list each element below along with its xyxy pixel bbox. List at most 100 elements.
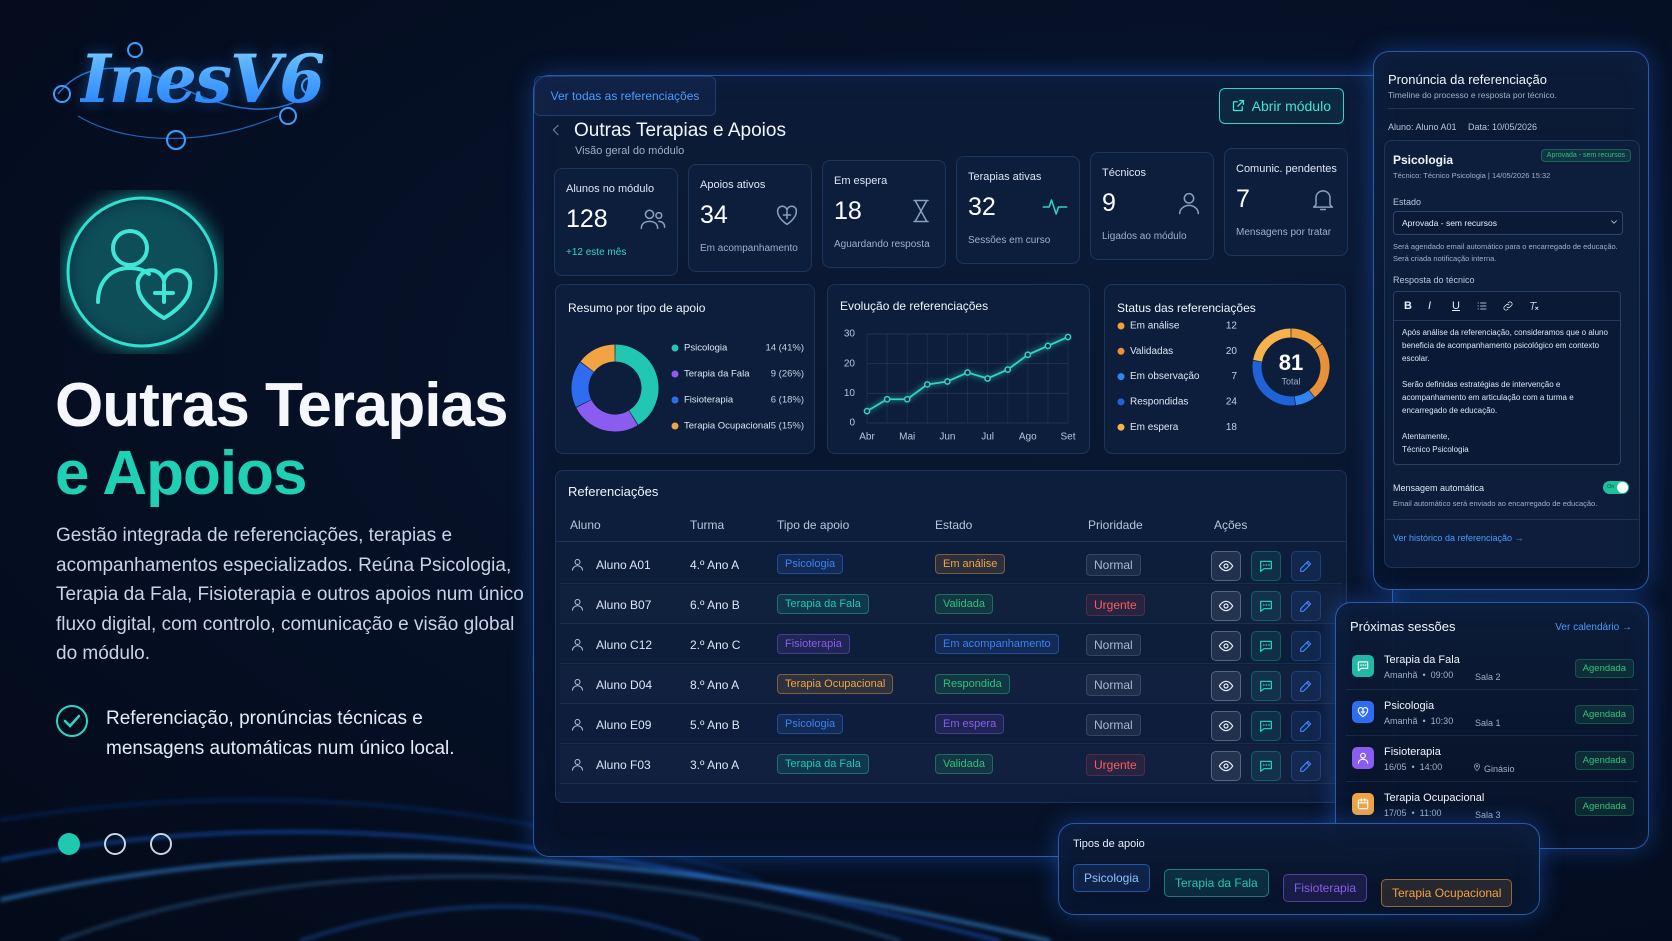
icon-edit — [1300, 560, 1312, 572]
table-row — [560, 705, 1342, 744]
icon-part — [1218, 640, 1234, 652]
evolution-card: Evolução de referenciações 0 10 20 30 Abr Mai J… — [827, 284, 1090, 454]
session-status: Agendada — [1574, 705, 1634, 724]
icon-part — [1223, 603, 1229, 609]
icon-edit — [1300, 720, 1312, 732]
hero-title-accent: e Apoios — [55, 439, 308, 508]
action-chat[interactable] — [1251, 551, 1281, 581]
priority-chip: Normal — [1086, 634, 1141, 656]
legend-label: Validadas — [1130, 346, 1173, 357]
check-mark — [63, 714, 81, 728]
streak — [299, 905, 701, 941]
ring-segment — [576, 399, 638, 432]
icon-part — [552, 124, 559, 136]
icon-part — [1218, 600, 1234, 612]
student-name: Aluno F03 — [596, 758, 651, 772]
action-chat[interactable] — [1251, 631, 1281, 661]
priority-chip: Normal — [1086, 714, 1141, 736]
action-eye[interactable] — [1211, 551, 1241, 581]
state-select[interactable]: Aprovada - sem recursos — [1393, 211, 1623, 235]
icon-pulse — [1042, 199, 1068, 215]
icon-part — [1223, 763, 1229, 769]
kpi-label: Apoios ativos — [700, 179, 766, 191]
kpi-card: Técnicos 9 Ligados ao módulo — [1090, 152, 1214, 260]
icon-edit — [1300, 680, 1312, 692]
icon-part — [1218, 680, 1234, 692]
logo-ornament — [53, 42, 319, 150]
hero-feature: Referenciação, pronúncias técnicas e men… — [106, 708, 455, 759]
auto-note: Email automático será enviado ao encarre… — [1393, 499, 1598, 508]
icon-part — [1306, 602, 1310, 606]
session-name: Fisioterapia — [1384, 746, 1441, 758]
kpi-card: Alunos no módulo 128 +12 este mês — [554, 168, 678, 276]
icon-chev — [1611, 220, 1617, 224]
student-label: Aluno: Aluno A01 — [1388, 122, 1457, 132]
x-tick-label: Mai — [899, 432, 915, 443]
action-chat[interactable] — [1251, 591, 1281, 621]
line-point — [964, 369, 971, 376]
icon-heart — [135, 268, 193, 320]
icon-part — [1306, 682, 1310, 686]
action-eye[interactable] — [1211, 751, 1241, 781]
action-eye[interactable] — [1211, 671, 1241, 701]
editor-paragraph: Atentamente, — [1402, 432, 1450, 441]
y-tick-label: 30 — [844, 329, 856, 340]
calendar-link[interactable]: Ver calendário → — [1555, 622, 1632, 633]
action-edit[interactable] — [1291, 751, 1321, 781]
check-circle — [56, 705, 88, 737]
icon-part — [1312, 190, 1334, 208]
session-room: Ginásio — [1484, 764, 1515, 774]
dot[interactable] — [104, 833, 126, 855]
dashboard-subtitle: Visão geral do módulo — [575, 145, 685, 157]
action-eye[interactable] — [1211, 631, 1241, 661]
streak — [0, 854, 1051, 941]
type-chip[interactable]: Fisioterapia — [1283, 874, 1368, 902]
view-all-button[interactable]: Ver todas as referenciações — [534, 76, 716, 116]
sessions-panel: Próximas sessões Ver calendário → Terapia … — [1335, 602, 1649, 849]
type-chip: Terapia da Fala — [777, 594, 869, 614]
dot[interactable] — [150, 833, 172, 855]
action-edit[interactable] — [1291, 551, 1321, 581]
icon-part — [1306, 642, 1310, 646]
action-eye[interactable] — [1211, 591, 1241, 621]
type-chip[interactable]: Psicologia — [1073, 864, 1150, 892]
ring-segment — [571, 362, 595, 407]
legend-value: 7 — [1231, 371, 1237, 382]
icon-part — [1218, 760, 1234, 772]
state-chip: Validada — [935, 754, 993, 774]
x-tick-label: Ago — [1019, 432, 1037, 443]
text-editor: B I U Após análise da referenciação, consid… — [1393, 291, 1621, 465]
action-chat[interactable] — [1251, 671, 1281, 701]
legend-value: 12 — [1226, 321, 1238, 332]
action-edit[interactable] — [1291, 631, 1321, 661]
logo-node — [301, 77, 319, 95]
action-edit[interactable] — [1291, 591, 1321, 621]
kpi-note: Mensagens por tratar — [1236, 227, 1332, 238]
column-header: Ações — [1214, 518, 1248, 532]
auto-toggle[interactable]: On — [1603, 481, 1629, 494]
history-link[interactable]: Ver histórico da referenciação → — [1393, 533, 1524, 543]
icon-part — [1260, 720, 1272, 732]
dot-active[interactable] — [58, 833, 80, 855]
icon-part — [1357, 798, 1369, 804]
chart-svg: Resumo por tipo de apoio Psicologia 14 (41… — [568, 301, 804, 432]
action-eye[interactable] — [1211, 711, 1241, 741]
action-edit[interactable] — [1291, 711, 1321, 741]
icon-part — [574, 639, 581, 645]
x-tick-label: Set — [1060, 432, 1075, 443]
streak — [59, 875, 901, 941]
action-edit[interactable] — [1291, 671, 1321, 701]
logo-node — [279, 107, 297, 125]
icon-person — [572, 719, 583, 731]
icon-part — [1360, 752, 1366, 759]
type-chip[interactable]: Terapia da Fala — [1164, 869, 1269, 897]
action-chat[interactable] — [1251, 751, 1281, 781]
action-chat[interactable] — [1251, 711, 1281, 741]
table-row — [560, 625, 1342, 664]
type-chip[interactable]: Terapia Ocupacional — [1381, 879, 1513, 907]
open-module-button[interactable]: Abrir módulo — [1218, 88, 1344, 124]
icon-list — [1477, 302, 1487, 310]
hero-title: Outras Terapias — [55, 371, 508, 440]
icon-part — [1300, 640, 1312, 652]
panel-title: Próximas sessões — [1350, 619, 1456, 634]
